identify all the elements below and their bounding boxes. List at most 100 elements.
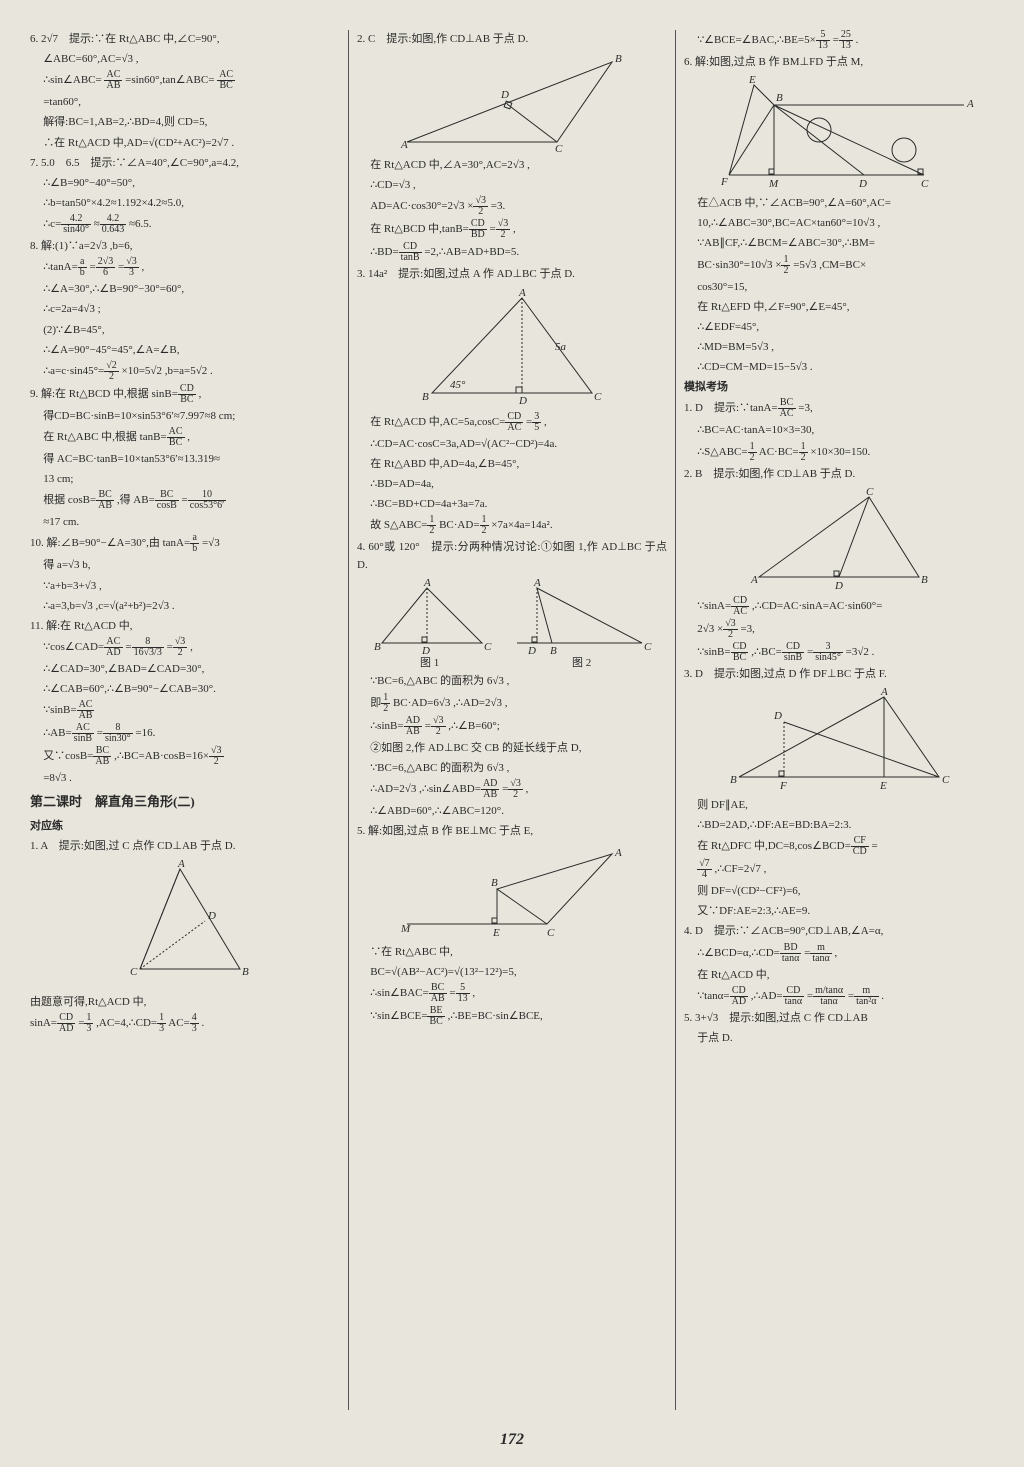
svg-text:A: A	[966, 98, 974, 110]
c1-l4: =tan60°,	[30, 93, 340, 111]
svg-text:D: D	[421, 645, 430, 657]
c2-fig3-two-triangles: A B C D A B C D 图 1 图 2	[372, 578, 652, 668]
c1-l3: ∴sin∠ABC= ACAB =sin60°,tan∠ABC= ACBC	[30, 70, 340, 91]
c2-l10: 在 Rt△ABD 中,AD=4a,∠B=45°,	[357, 455, 667, 473]
c3-l6: BC·sin30°=10√3 ×12 =5√3 ,CM=BC×	[684, 255, 994, 276]
c1-l28: ∴a=3,b=√3 ,c=√(a²+b²)=2√3 .	[30, 597, 340, 615]
svg-text:C: C	[484, 641, 492, 653]
c1-heading: 第二课时 解直角三角形(二)	[30, 791, 340, 812]
svg-text:D: D	[207, 910, 216, 922]
svg-text:B: B	[550, 645, 557, 657]
svg-text:A: A	[533, 578, 541, 589]
c1-l11: 8. 解:(1)∵a=2√3 ,b=6,	[30, 237, 340, 255]
c3-fig2-triangle: C A B D	[739, 487, 939, 592]
column-2: 2. C 提示:如图,作 CD⊥AB 于点 D. A B C D 在 Rt△AC…	[357, 30, 676, 1410]
c2-l2: 在 Rt△ACD 中,∠A=30°,AC=2√3 ,	[357, 156, 667, 174]
svg-text:A: A	[400, 139, 408, 151]
c3-l30: 5. 3+√3 提示:如图,过点 C 作 CD⊥AB	[684, 1009, 994, 1027]
c3-l8: 在 Rt△EFD 中,∠F=90°,∠E=45°,	[684, 298, 994, 316]
c1-l19: 得CD=BC·sinB=10×sin53°6′≈7.997≈8 cm;	[30, 407, 340, 425]
page-content: 6. 2√7 提示:∵在 Rt△ABC 中,∠C=90°, ∠ABC=60°,A…	[30, 30, 994, 1410]
c2-l9: ∴CD=AC·cosC=3a,AD=√(AC²−CD²)=4a.	[357, 435, 667, 453]
svg-text:A: A	[614, 847, 622, 859]
c2-l22: 5. 解:如图,过点 B 作 BE⊥MC 于点 E,	[357, 822, 667, 840]
svg-text:C: C	[644, 641, 652, 653]
c1-l18: 9. 解:在 Rt△BCD 中,根据 sinB=CDBC ,	[30, 384, 340, 405]
c1-l9: ∴b=tan50°×4.2≈1.192×4.2≈5.0,	[30, 194, 340, 212]
c1-l10: ∴c=4.2sin40° ≈4.20.643 ≈6.5.	[30, 214, 340, 235]
c2-l11: ∴BD=AD=4a,	[357, 475, 667, 493]
svg-text:C: C	[866, 487, 874, 498]
svg-text:D: D	[518, 395, 527, 407]
column-3: ∵∠BCE=∠BAC,∴BE=5×513 =2513 . 6. 解:如图,过点 …	[684, 30, 994, 1410]
svg-text:C: C	[942, 774, 950, 786]
svg-text:F: F	[779, 780, 787, 792]
c3-l22: 在 Rt△DFC 中,DC=8,cos∠BCD=CFCD =	[684, 836, 994, 857]
c3-l13: ∴BC=AC·tanA=10×3=30,	[684, 421, 994, 439]
c1-l36: =8√3 .	[30, 769, 340, 787]
svg-text:C: C	[594, 391, 602, 403]
c2-l24: BC=√(AB²−AC²)=√(13²−12²)=5,	[357, 963, 667, 981]
svg-text:B: B	[921, 574, 928, 586]
svg-text:D: D	[834, 580, 843, 592]
c2-l8: 在 Rt△ACD 中,AC=5a,cosC=CDAC =35 ,	[357, 412, 667, 433]
c3-l28: 在 Rt△ACD 中,	[684, 966, 994, 984]
c2-fig4-triangle: A B C M E	[397, 844, 627, 939]
c1-l31: ∴∠CAD=30°,∠BAD=∠CAD=30°,	[30, 660, 340, 678]
c3-l18: ∵sinB=CDBC ,∴BC=CDsinB =3sin45° =3√2 .	[684, 642, 994, 663]
c1-l26: 得 a=√3 b,	[30, 556, 340, 574]
c2-l13: 故 S△ABC=12 BC·AD=12 ×7a×4a=14a².	[357, 515, 667, 536]
c1-l2: ∠ABC=60°,AC=√3 ,	[30, 50, 340, 68]
c3-l24: 则 DF=√(CD²−CF²)=6,	[684, 882, 994, 900]
c3-fig1-composite: E B A F M D C	[699, 75, 979, 190]
c1-l39: sinA=CDAD =13 ,AC=4,∴CD=13 AC=43 .	[30, 1013, 340, 1034]
c1-l12: ∴tanA=ab =2√36 =√33 ,	[30, 257, 340, 278]
svg-text:C: C	[547, 927, 555, 939]
c3-l4: 10,∴∠ABC=30°,BC=AC×tan60°=10√3 ,	[684, 214, 994, 232]
svg-text:B: B	[374, 641, 381, 653]
c1-l20: 在 Rt△ABC 中,根据 tanB=ACBC ,	[30, 427, 340, 448]
svg-text:B: B	[491, 877, 498, 889]
svg-text:A: A	[880, 687, 888, 698]
svg-text:5a: 5a	[555, 341, 567, 353]
svg-text:M: M	[400, 923, 411, 935]
svg-text:D: D	[500, 89, 509, 101]
c2-l15: ∵BC=6,△ABC 的面积为 6√3 ,	[357, 672, 667, 690]
c1-l37: 1. A 提示:如图,过 C 点作 CD⊥AB 于点 D.	[30, 837, 340, 855]
page-number: 172	[0, 1431, 1024, 1449]
svg-text:E: E	[879, 780, 887, 792]
c3-l16: ∵sinA=CDAC ,∴CD=AC·sinA=AC·sin60°=	[684, 596, 994, 617]
c2-l12: ∴BC=BD+CD=4a+3a=7a.	[357, 495, 667, 513]
c2-l7: 3. 14a² 提示:如图,过点 A 作 AD⊥BC 于点 D.	[357, 265, 667, 283]
c2-l23: ∵在 Rt△ABC 中,	[357, 943, 667, 961]
c3-l5: ∵AB∥CF,∴∠BCM=∠ABC=30°,∴BM=	[684, 234, 994, 252]
c3-l14: ∴S△ABC=12 AC·BC=12 ×10×30=150.	[684, 442, 994, 463]
svg-text:C: C	[921, 178, 929, 190]
c3-l10: ∴MD=BM=5√3 ,	[684, 338, 994, 356]
svg-text:B: B	[422, 391, 429, 403]
c2-fig1-triangle: A B C D	[397, 52, 627, 152]
c1-l33: ∵sinB=ACAB	[30, 700, 340, 721]
c1-l24: ≈17 cm.	[30, 513, 340, 531]
c2-fig2-triangle: A B C D 5a 45°	[412, 288, 612, 408]
c3-l20: 则 DF∥AE,	[684, 796, 994, 814]
c1-fig1-triangle: A B C D	[110, 859, 260, 989]
c3-fig3-triangle: A B C D E F	[724, 687, 954, 792]
c2-l1: 2. C 提示:如图,作 CD⊥AB 于点 D.	[357, 30, 667, 48]
svg-text:图 1: 图 1	[420, 656, 439, 668]
c3-l15: 2. B 提示:如图,作 CD⊥AB 于点 D.	[684, 465, 994, 483]
c2-l5: 在 Rt△BCD 中,tanB=CDBD =√32 ,	[357, 219, 667, 240]
column-1: 6. 2√7 提示:∵在 Rt△ABC 中,∠C=90°, ∠ABC=60°,A…	[30, 30, 349, 1410]
svg-text:C: C	[130, 966, 138, 978]
svg-text:D: D	[773, 710, 782, 722]
c2-l20: ∴AD=2√3 ,∴sin∠ABD=ADAB =√32 ,	[357, 779, 667, 800]
svg-text:B: B	[776, 92, 783, 104]
c3-l23: √74 ,∴CF=2√7 ,	[684, 859, 994, 880]
c2-l25: ∴sin∠BAC=BCAB =513 ,	[357, 983, 667, 1004]
c1-l38: 由题意可得,Rt△ACD 中,	[30, 993, 340, 1011]
c1-sub1: 对应练	[30, 817, 340, 835]
c3-l21: ∴BD=2AD,∴DF:AE=BD:BA=2:3.	[684, 816, 994, 834]
c2-l4: AD=AC·cos30°=2√3 ×√32 =3.	[357, 196, 667, 217]
c2-l14: 4. 60°或 120° 提示:分两种情况讨论:①如图 1,作 AD⊥BC 于点…	[357, 538, 667, 574]
c3-l2: 6. 解:如图,过点 B 作 BM⊥FD 于点 M,	[684, 53, 994, 71]
